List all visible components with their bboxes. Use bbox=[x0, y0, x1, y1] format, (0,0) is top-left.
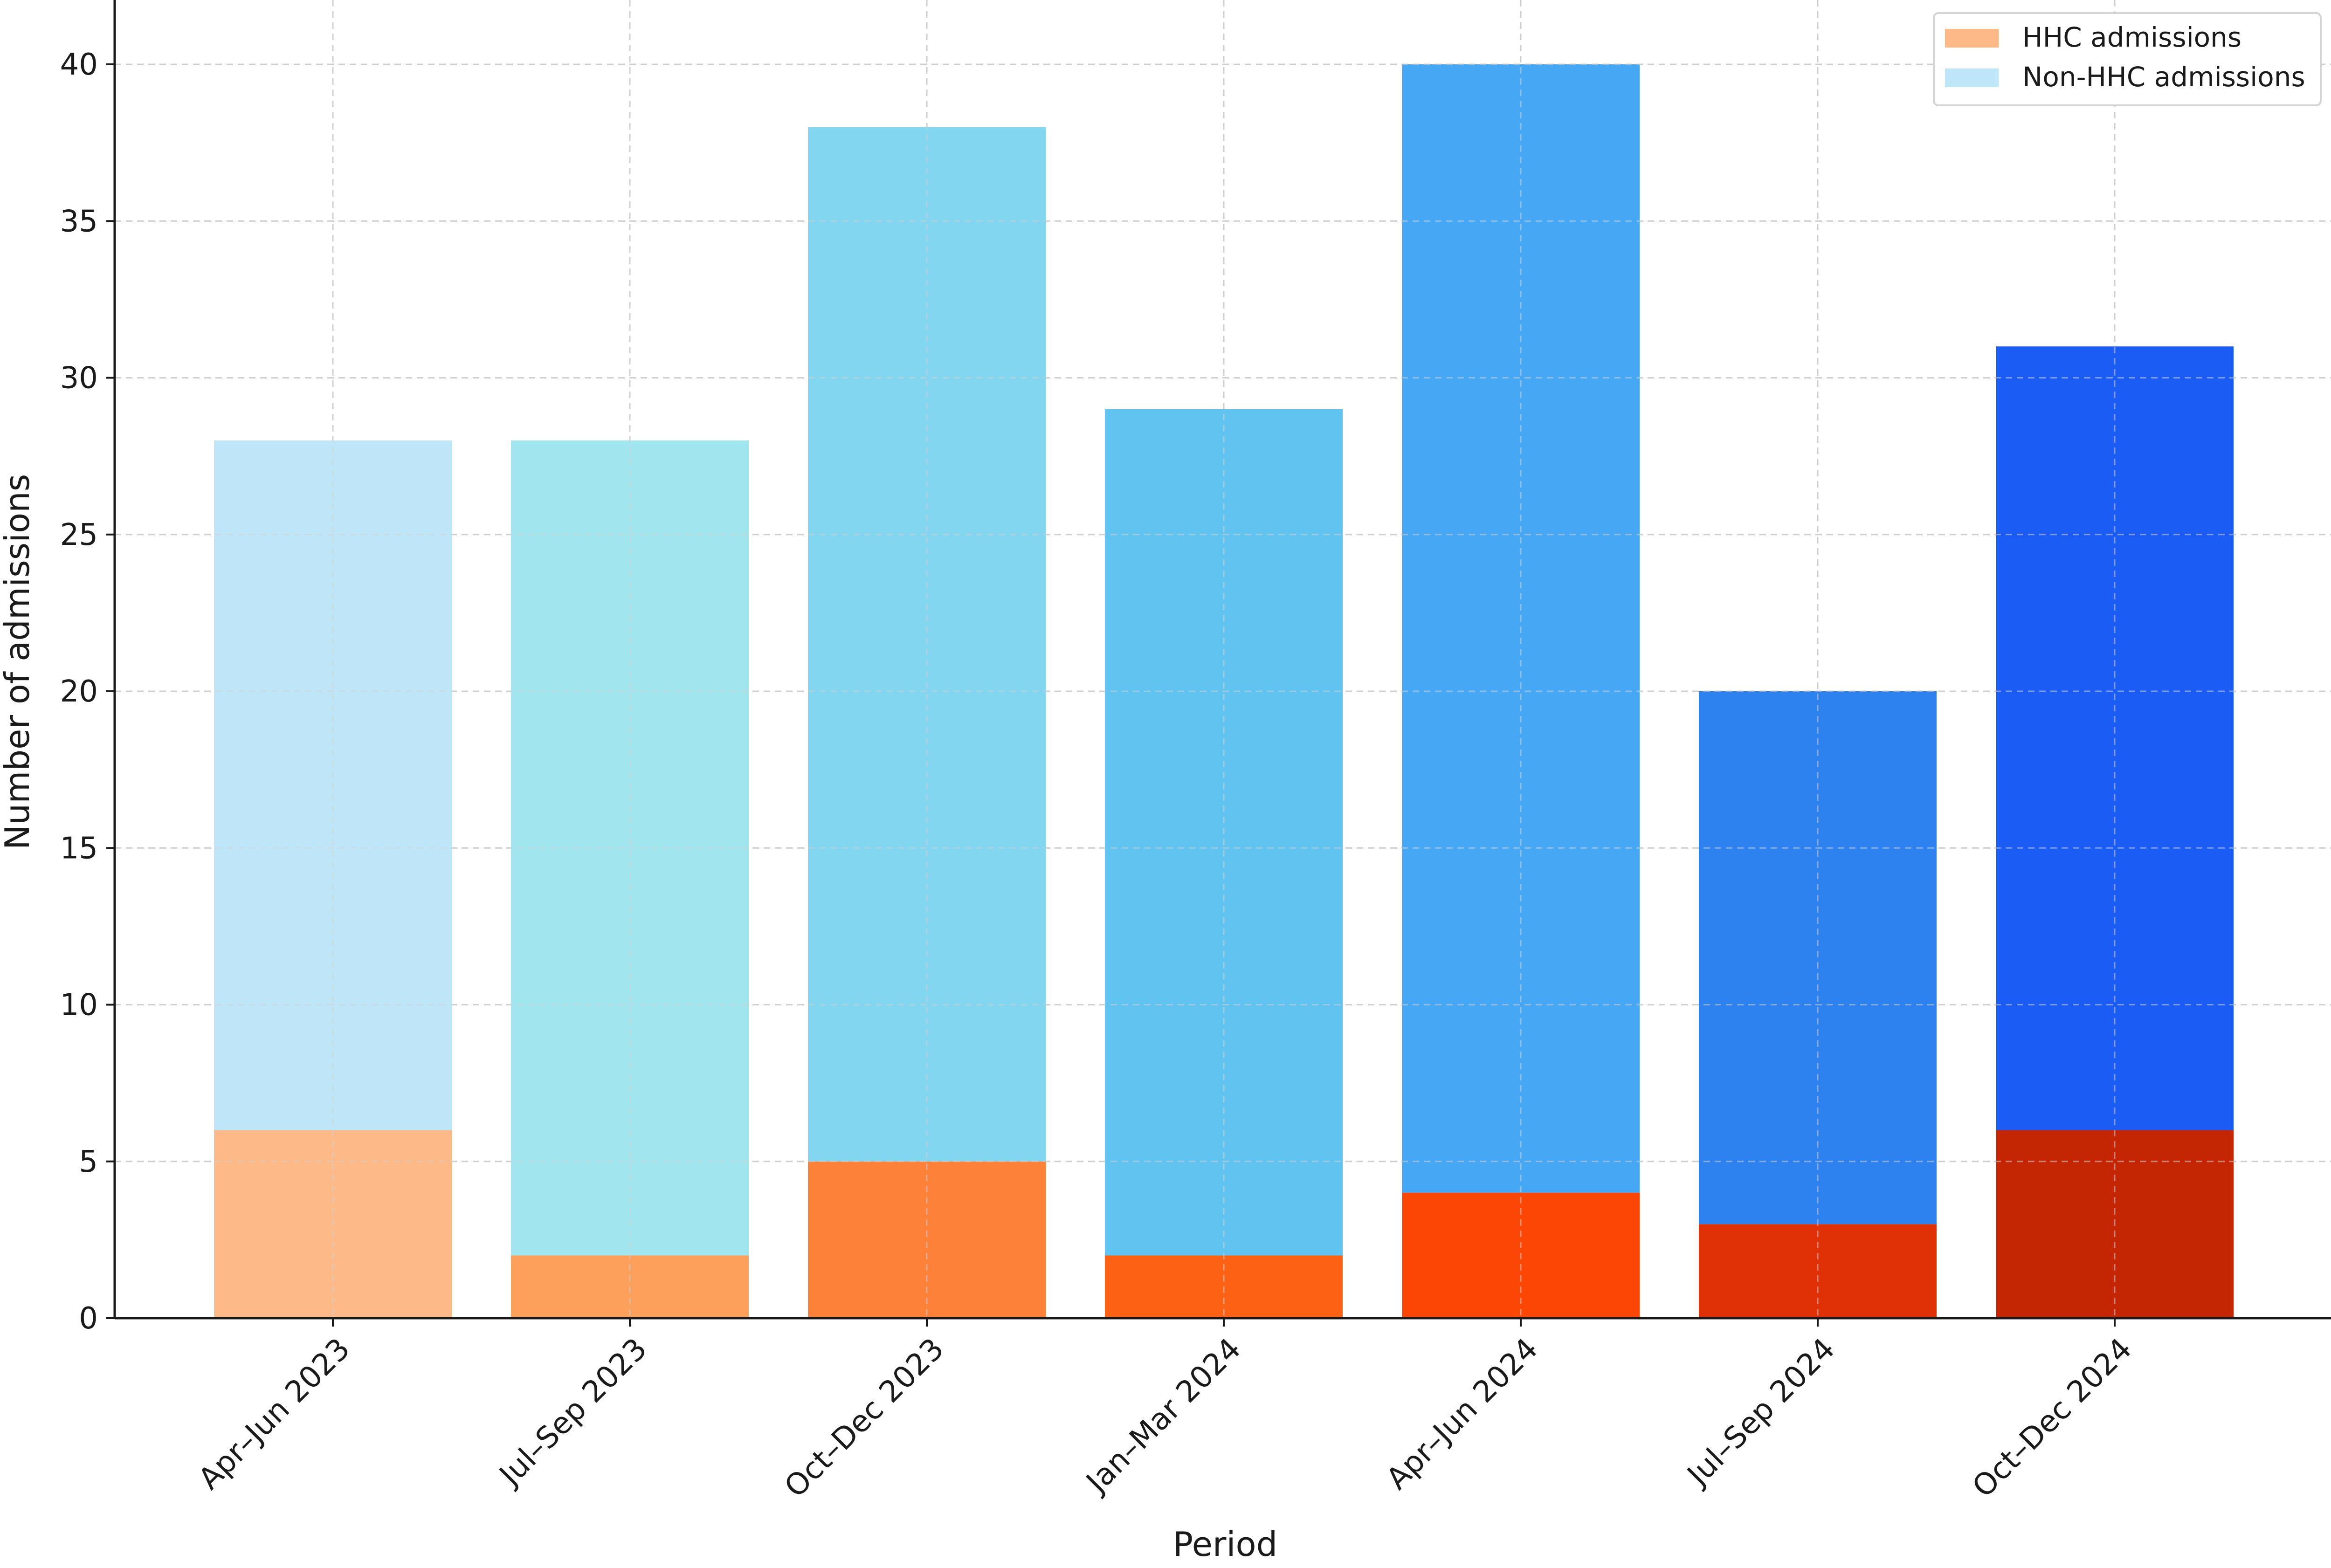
x-tick-label: Jul–Sep 2023 bbox=[492, 1332, 654, 1493]
x-tick-label: Jul–Sep 2024 bbox=[1680, 1332, 1841, 1493]
legend-label-non-hhc: Non-HHC admissions bbox=[2022, 61, 2305, 93]
y-tick-label: 10 bbox=[60, 988, 98, 1023]
x-tick-label: Apr–Jun 2024 bbox=[1380, 1332, 1545, 1497]
legend-label-hhc: HHC admissions bbox=[2022, 21, 2241, 53]
x-tick-label: Oct–Dec 2024 bbox=[1966, 1332, 2138, 1504]
bar-layer bbox=[115, 0, 2331, 1318]
y-tick-label: 40 bbox=[60, 48, 98, 82]
y-tick-label: 15 bbox=[60, 831, 98, 866]
y-tick-label: 35 bbox=[60, 204, 98, 239]
bar-hhc-2 bbox=[808, 1161, 1046, 1318]
y-tick-label: 30 bbox=[60, 361, 98, 396]
y-tick-label: 0 bbox=[79, 1301, 98, 1336]
legend-swatch-non-hhc bbox=[1945, 69, 1999, 87]
legend-swatch-hhc bbox=[1945, 29, 1999, 48]
y-tick-label: 20 bbox=[60, 674, 98, 709]
legend: HHC admissions Non-HHC admissions bbox=[1933, 12, 2322, 106]
y-tick-label: 25 bbox=[60, 518, 98, 552]
y-tick-label: 5 bbox=[79, 1145, 98, 1179]
x-tick-label: Oct–Dec 2023 bbox=[778, 1332, 951, 1504]
x-tick-label: Apr–Jun 2023 bbox=[192, 1332, 357, 1497]
x-axis-title: Period bbox=[1173, 1525, 1278, 1564]
x-tick-label: Jan–Mar 2024 bbox=[1079, 1332, 1248, 1500]
legend-frame bbox=[1933, 12, 2322, 106]
y-axis-title: Number of admissions bbox=[0, 474, 37, 850]
